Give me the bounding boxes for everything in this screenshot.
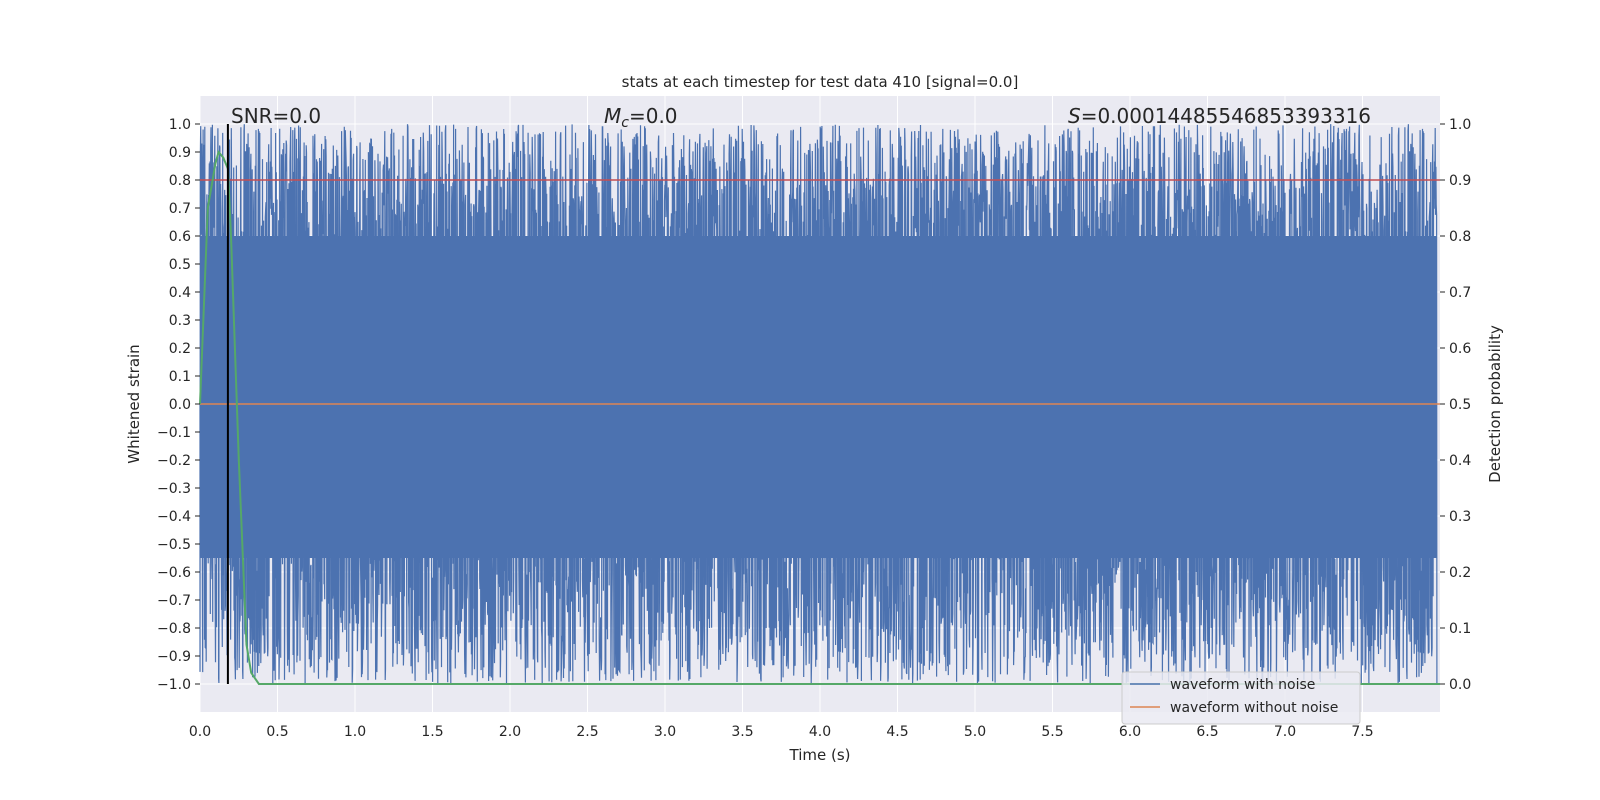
y-tick-labels: 1.0 0.9 0.8 0.7 0.6 0.5 0.4 0.3 0.2 0.1 0.0 −0.1 −0.… [157, 117, 200, 693]
y-axis-label: Whitened strain [125, 344, 143, 463]
x-axis-label: Time (s) [789, 746, 851, 764]
y-tick-label: 0.7 [169, 201, 191, 217]
x-tick-label: 0.5 [266, 724, 288, 740]
x-tick-labels: 0.0 0.5 1.0 1.5 2.0 2.5 3.0 3.5 4.0 4.5 5.0 5.5 6.0 6… [189, 724, 1374, 740]
legend-box [1121, 671, 1361, 725]
y-tick-label: 0.1 [169, 369, 191, 385]
legend: waveform with noise waveform without noi… [1121, 671, 1361, 725]
x-tick-label: 4.0 [809, 724, 831, 740]
s-annotation: S=0.00014485546853393316 [1068, 104, 1371, 128]
x-tick-label: 1.0 [344, 724, 366, 740]
y2-tick-label: 1.0 [1449, 117, 1471, 133]
y-tick-label: 0.8 [169, 173, 191, 189]
mc-annotation: Mc=0.0 [604, 104, 678, 131]
y2-tick-label: 0.3 [1449, 509, 1471, 525]
x-tick-label: 6.0 [1119, 724, 1141, 740]
chart-title: stats at each timestep for test data 410… [622, 73, 1019, 91]
x-tick-label: 7.5 [1351, 724, 1373, 740]
x-tick-label: 3.0 [654, 724, 676, 740]
x-tick-label: 6.5 [1196, 724, 1218, 740]
series-detection-probability [199, 149, 1440, 685]
y2-tick-label: 0.7 [1449, 285, 1471, 301]
y-tick-label: −0.9 [157, 649, 191, 665]
y-tick-label: −0.5 [157, 537, 191, 553]
y-tick-label: 0.3 [169, 313, 191, 329]
y-tick-label: −0.1 [157, 425, 191, 441]
y2-tick-label: 0.8 [1449, 229, 1471, 245]
y-tick-label: 0.4 [169, 285, 191, 301]
legend-label-clean: waveform without noise [1170, 700, 1338, 716]
y2-axis-label: Detection probability [1486, 325, 1504, 483]
y-tick-label: 0.5 [169, 257, 191, 273]
y-tick-label: −0.6 [157, 565, 191, 581]
y2-tick-label: 0.6 [1449, 341, 1471, 357]
y-tick-label: −1.0 [157, 677, 191, 693]
y-tick-label: 0.6 [169, 229, 191, 245]
y-tick-label: 0.2 [169, 341, 191, 357]
y-tick-label: 0.9 [169, 145, 191, 161]
y-tick-label: −0.3 [157, 481, 191, 497]
x-tick-label: 4.5 [886, 724, 908, 740]
y-tick-label: −0.4 [157, 509, 191, 525]
x-tick-label: 3.5 [731, 724, 753, 740]
x-tick-label: 1.5 [421, 724, 443, 740]
series-layer [199, 124, 1440, 685]
y-tick-label: −0.7 [157, 593, 191, 609]
y2-tick-label: 0.0 [1449, 677, 1471, 693]
y-tick-label: 1.0 [169, 117, 191, 133]
series-waveform-with-noise-fill [200, 236, 1437, 558]
x-tick-label: 2.0 [499, 724, 521, 740]
y-tick-label: −0.2 [157, 453, 191, 469]
x-tick-label: 5.5 [1041, 724, 1063, 740]
x-tick-label: 2.5 [576, 724, 598, 740]
y2-tick-label: 0.9 [1449, 173, 1471, 189]
x-tick-label: 0.0 [189, 724, 211, 740]
y2-tick-label: 0.4 [1449, 453, 1471, 469]
snr-annotation: SNR=0.0 [231, 104, 321, 128]
x-tick-label: 5.0 [964, 724, 986, 740]
y2-tick-label: 0.2 [1449, 565, 1471, 581]
y2-tick-label: 0.5 [1449, 397, 1471, 413]
y2-tick-label: 0.1 [1449, 621, 1471, 637]
x-tick-label: 7.0 [1274, 724, 1296, 740]
y-tick-label: −0.8 [157, 621, 191, 637]
y2-tick-labels: 1.0 0.9 0.8 0.7 0.6 0.5 0.4 0.3 0.2 0.1 0.0 [1440, 117, 1471, 693]
legend-label-noise: waveform with noise [1170, 677, 1315, 693]
y-tick-label: 0.0 [169, 397, 191, 413]
